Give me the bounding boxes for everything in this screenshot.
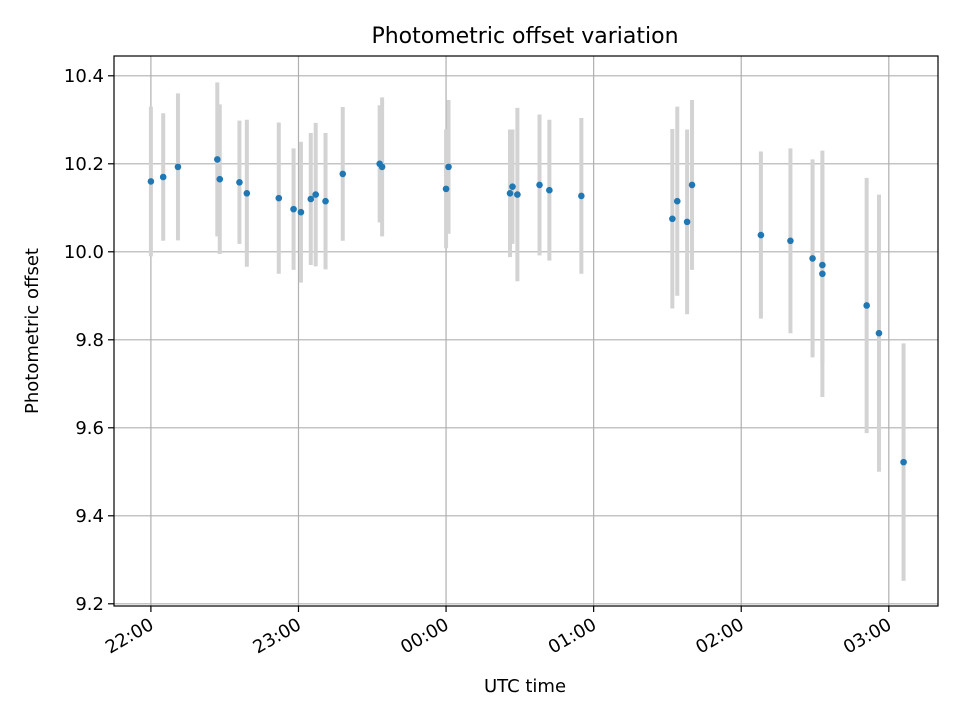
chart-title: Photometric offset variation <box>371 24 678 49</box>
x-tick-label: 03:00 <box>840 614 895 658</box>
data-point <box>378 163 386 171</box>
data-point <box>509 183 516 190</box>
data-point <box>578 192 585 200</box>
data-point <box>546 186 553 194</box>
y-tick-label: 9.8 <box>75 330 104 351</box>
x-tick-label: 00:00 <box>397 614 452 658</box>
x-tick-label: 02:00 <box>692 614 747 658</box>
data-point <box>809 255 816 262</box>
data-point <box>787 237 794 245</box>
x-tick-label: 22:00 <box>102 614 157 658</box>
data-point <box>243 189 251 197</box>
x-tick-label: 01:00 <box>545 614 600 658</box>
y-axis-label: Photometric offset <box>22 248 43 414</box>
data-point <box>819 261 826 269</box>
y-tick-label: 10.2 <box>64 154 104 175</box>
data-point <box>275 194 283 202</box>
data-point <box>442 185 450 193</box>
data-point <box>536 181 543 189</box>
y-axis: 9.2 9.4 9.6 9.8 10.0 10.2 10.4 <box>64 66 114 615</box>
y-tick-label: 10.4 <box>64 66 104 87</box>
y-tick-label: 9.4 <box>75 506 104 527</box>
x-tick-label: 23:00 <box>250 614 305 658</box>
data-point <box>214 156 221 163</box>
data-point <box>757 231 765 239</box>
data-point <box>159 173 167 181</box>
data-point <box>863 302 870 309</box>
data-point <box>147 178 155 185</box>
y-tick-label: 10.0 <box>64 242 104 263</box>
data-point <box>445 163 452 171</box>
data-point <box>216 175 224 183</box>
y-tick-label: 9.6 <box>75 418 104 439</box>
data-point <box>339 170 347 178</box>
data-point <box>819 270 826 278</box>
plot-frame <box>113 55 939 607</box>
x-axis-label: UTC time <box>484 676 566 697</box>
data-point <box>900 458 907 466</box>
data-point <box>673 197 681 205</box>
data-point <box>290 205 297 213</box>
data-point <box>236 178 243 186</box>
x-axis: 22:00 23:00 00:00 01:00 02:00 03:00 <box>102 606 895 658</box>
data-point <box>312 191 319 198</box>
plot-background <box>114 56 938 606</box>
data-point <box>688 181 696 189</box>
data-point <box>669 215 676 223</box>
data-points <box>147 156 907 466</box>
data-point <box>322 197 329 205</box>
data-point <box>174 163 182 171</box>
data-point <box>514 191 521 198</box>
y-tick-label: 9.2 <box>75 594 104 615</box>
data-point <box>297 208 305 216</box>
data-point <box>683 218 691 226</box>
data-point <box>875 329 883 337</box>
data-point <box>307 195 315 203</box>
data-point <box>506 189 514 197</box>
